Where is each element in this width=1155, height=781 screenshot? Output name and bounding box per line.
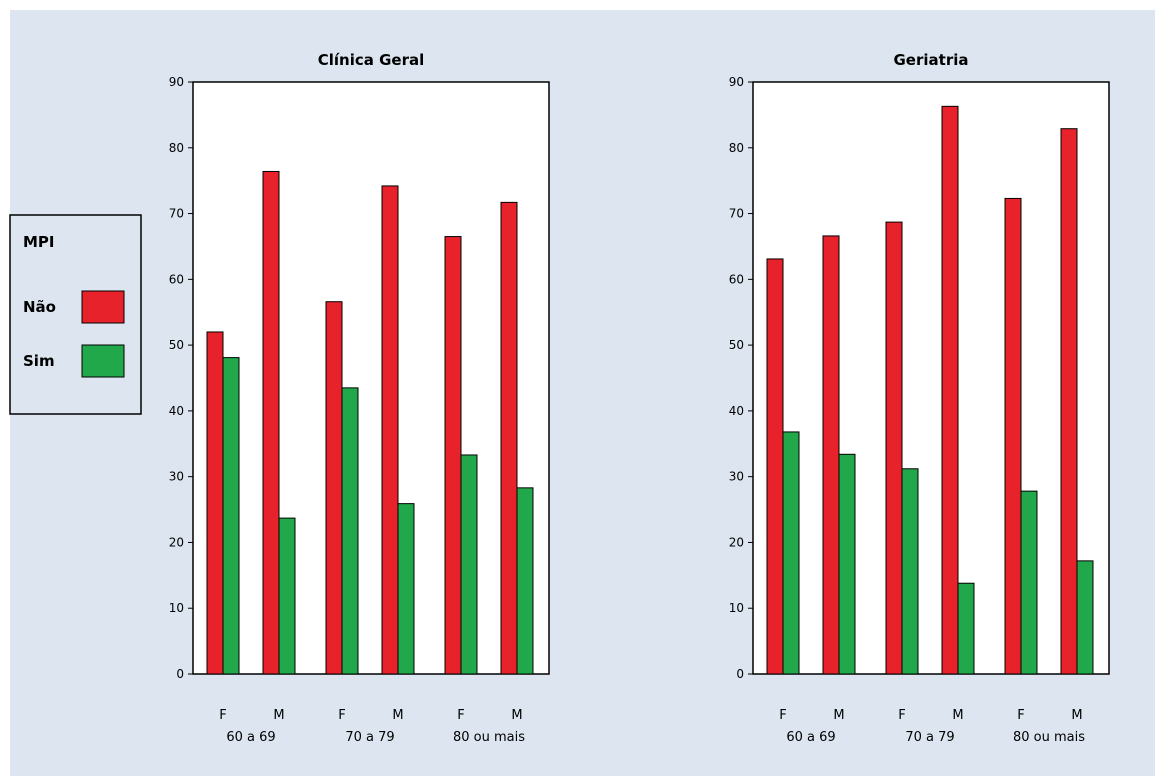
y-tick-label: 70	[729, 207, 744, 221]
bar-sim-5	[1076, 560, 1094, 675]
legend-swatch-nao	[81, 290, 125, 324]
y-tick-label: 30	[169, 470, 184, 484]
y-tick-label: 40	[169, 404, 184, 418]
panel-clinica-geral: Clínica Geral 0 10 20 30 40 50 60 70 80 90 F M 60 a…	[169, 51, 550, 745]
bar-sim-4	[1020, 490, 1038, 675]
x-group-label: 80 ou mais	[1013, 730, 1085, 745]
y-tick-label: 70	[169, 207, 184, 221]
x-sub-label: M	[952, 708, 963, 723]
y-tick-label: 10	[169, 601, 184, 615]
x-sub-label: F	[219, 708, 226, 723]
x-group-label: 70 a 79	[345, 730, 394, 745]
y-tick-label: 80	[169, 141, 184, 155]
bar-sim-5	[516, 487, 534, 675]
x-sub-label: M	[511, 708, 522, 723]
y-tick-label: 20	[729, 535, 744, 549]
bar-nao-0	[206, 331, 224, 675]
y-tick-label: 0	[736, 667, 744, 681]
x-labels-geriatria: F M60 a 69F M70 a 79F M80 ou mais	[779, 708, 1085, 745]
x-sub-label: M	[392, 708, 403, 723]
x-sub-label: F	[338, 708, 345, 723]
y-tick-label: 10	[729, 601, 744, 615]
x-group-label: 80 ou mais	[453, 730, 525, 745]
bar-nao-3	[381, 185, 399, 675]
bars-geriatria	[766, 105, 1094, 675]
bar-nao-2	[325, 301, 343, 675]
y-tick-label: 90	[729, 75, 744, 89]
panel-title-clinica-geral: Clínica Geral	[318, 51, 425, 69]
legend: MPI Não Sim	[9, 214, 142, 415]
y-tick-label: 60	[169, 272, 184, 286]
panel-title-geriatria: Geriatria	[894, 51, 969, 69]
bar-sim-2	[901, 468, 919, 675]
bar-sim-1	[278, 517, 296, 675]
bar-nao-3	[941, 105, 959, 675]
y-tick-label: 50	[169, 338, 184, 352]
bar-sim-3	[397, 503, 415, 675]
bar-nao-0	[766, 258, 784, 675]
x-sub-label: F	[898, 708, 905, 723]
bars-clinica-geral	[206, 170, 534, 675]
x-sub-label: F	[1017, 708, 1024, 723]
x-sub-label: M	[1071, 708, 1082, 723]
y-tick-label: 40	[729, 404, 744, 418]
y-tick-label: 50	[729, 338, 744, 352]
legend-title: MPI	[23, 233, 55, 251]
legend-label-sim: Sim	[23, 352, 55, 370]
bar-sim-0	[782, 431, 800, 675]
plot-area-clinica-geral	[192, 81, 550, 675]
bar-sim-4	[460, 454, 478, 675]
bar-sim-1	[838, 453, 856, 675]
plot-area-geriatria	[752, 81, 1110, 675]
bar-nao-4	[1004, 197, 1022, 675]
y-axis-geriatria: 0 10 20 30 40 50 60 70 80 90	[729, 75, 753, 681]
x-group-label: 60 a 69	[786, 730, 835, 745]
bar-nao-4	[444, 236, 462, 675]
y-tick-label: 90	[169, 75, 184, 89]
bar-nao-5	[1060, 128, 1078, 675]
legend-label-nao: Não	[23, 298, 56, 316]
bar-sim-2	[341, 387, 359, 675]
bar-sim-3	[957, 582, 975, 675]
y-tick-label: 80	[729, 141, 744, 155]
y-axis-clinica-geral: 0 10 20 30 40 50 60 70 80 90	[169, 75, 193, 681]
x-sub-label: M	[273, 708, 284, 723]
bar-sim-0	[222, 357, 240, 675]
bar-nao-2	[885, 221, 903, 675]
x-group-label: 60 a 69	[226, 730, 275, 745]
y-tick-label: 0	[176, 667, 184, 681]
legend-swatch-sim	[81, 344, 125, 378]
x-sub-label: F	[779, 708, 786, 723]
y-tick-label: 30	[729, 470, 744, 484]
y-tick-label: 60	[729, 272, 744, 286]
bar-nao-1	[262, 170, 280, 675]
x-group-label: 70 a 79	[905, 730, 954, 745]
bar-nao-1	[822, 235, 840, 675]
bar-nao-5	[500, 201, 518, 675]
y-tick-label: 20	[169, 535, 184, 549]
x-sub-label: F	[457, 708, 464, 723]
x-labels-clinica-geral: F M60 a 69F M70 a 79F M80 ou mais	[219, 708, 525, 745]
x-sub-label: M	[833, 708, 844, 723]
